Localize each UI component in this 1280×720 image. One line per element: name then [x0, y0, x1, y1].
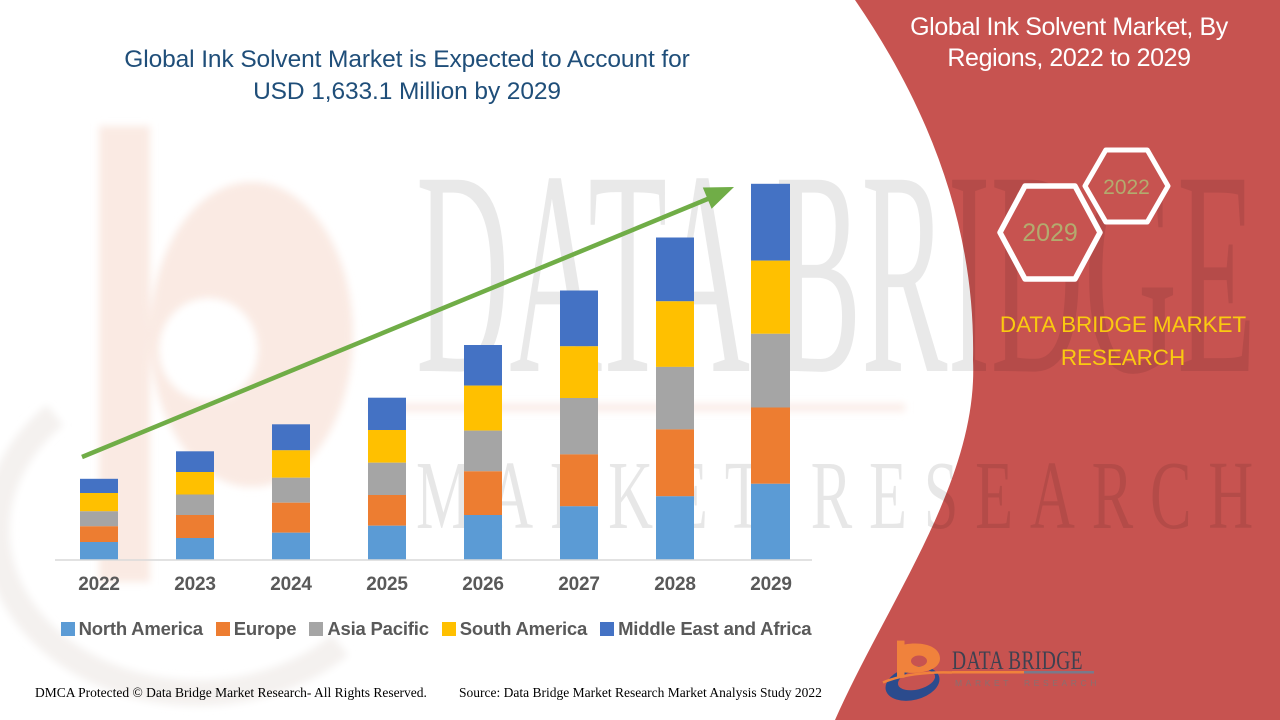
- svg-text:2029: 2029: [1022, 219, 1078, 247]
- svg-text:2022: 2022: [1103, 176, 1150, 199]
- svg-text:MARKET RESEARCH: MARKET RESEARCH: [416, 442, 1270, 549]
